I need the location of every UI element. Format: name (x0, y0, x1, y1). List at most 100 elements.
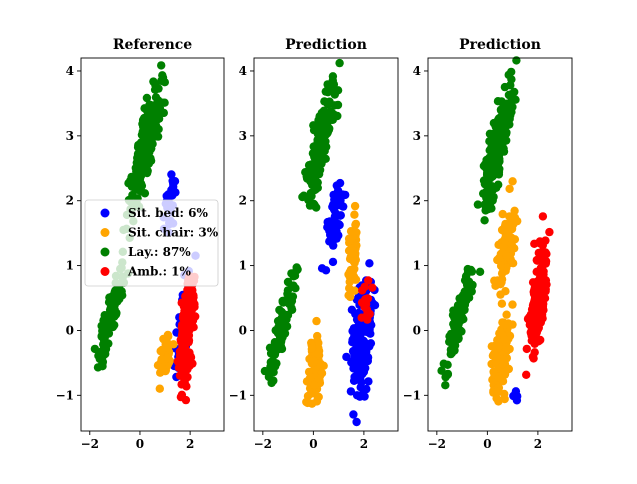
data-point (500, 82, 510, 92)
data-point (535, 273, 545, 283)
data-point (359, 367, 369, 377)
data-point (181, 353, 190, 362)
data-point (530, 239, 539, 248)
data-point (332, 218, 341, 228)
legend-box (84, 199, 219, 287)
chart-panel-1: Reference −2 0 2 −1 0 1 2 3 4 Sit. bed: 6% Sit. cha… (56, 37, 225, 451)
data-point (464, 277, 474, 286)
x-tick-label: −2 (254, 437, 272, 451)
x-tick-label: 2 (186, 437, 194, 451)
data-point (494, 397, 503, 406)
data-point (467, 267, 477, 276)
data-point (155, 384, 164, 393)
data-point (497, 145, 506, 155)
x-tick-label: −2 (428, 437, 446, 451)
y-tick-label: 1 (239, 259, 247, 273)
data-point (534, 282, 543, 291)
data-point (142, 93, 152, 103)
data-point (480, 216, 489, 225)
data-point (498, 113, 507, 122)
data-point (287, 269, 296, 278)
data-point (110, 293, 119, 302)
data-point (495, 253, 504, 263)
data-point (451, 310, 461, 319)
data-point (538, 212, 548, 221)
data-point (342, 352, 351, 362)
data-point (498, 360, 508, 369)
data-point (325, 99, 334, 108)
data-point (180, 378, 189, 387)
axes-frame (427, 57, 573, 432)
data-point (449, 338, 458, 347)
data-point (158, 98, 167, 107)
data-point (534, 248, 543, 258)
data-point (541, 287, 550, 296)
data-point (482, 170, 492, 180)
data-point (509, 243, 518, 253)
data-point (350, 201, 360, 211)
data-point (351, 220, 360, 230)
data-point (308, 358, 318, 367)
data-point (352, 228, 361, 237)
y-tick-label: 4 (66, 64, 74, 78)
chart-panel-2: Prediction −2 0 2 −1 0 1 2 3 4 (229, 37, 399, 451)
data-point (335, 178, 345, 188)
data-point (189, 293, 198, 302)
data-point (461, 296, 471, 305)
chart-title: Prediction (285, 37, 367, 53)
data-point (303, 398, 312, 408)
data-point (321, 87, 330, 96)
data-point (503, 320, 512, 329)
legend-marker (100, 208, 110, 218)
data-point (328, 257, 338, 267)
data-point (164, 190, 174, 200)
data-point (345, 277, 354, 287)
data-point (352, 417, 361, 427)
data-point (490, 129, 499, 138)
data-point (158, 363, 167, 372)
legend-marker (100, 228, 110, 237)
data-point (321, 108, 330, 117)
legend-label: Lay.: 87% (128, 245, 191, 259)
data-point (455, 294, 464, 303)
x-tick-label: 0 (483, 437, 491, 451)
data-point (487, 342, 496, 351)
data-point (368, 283, 377, 292)
scatter-points (437, 56, 554, 406)
data-point (441, 372, 450, 382)
data-point (310, 381, 319, 390)
data-point (289, 281, 298, 290)
data-point (365, 259, 374, 268)
data-point (114, 284, 124, 293)
data-point (496, 290, 505, 299)
data-point (328, 76, 337, 85)
x-tick-label: 0 (309, 437, 317, 451)
data-point (462, 288, 472, 297)
y-tick-label: 1 (413, 259, 421, 273)
data-point (498, 209, 507, 219)
x-tick-label: 2 (534, 437, 542, 451)
data-point (366, 339, 376, 348)
data-point (475, 267, 485, 276)
data-point (100, 334, 109, 343)
data-point (505, 221, 514, 230)
data-point (335, 58, 344, 68)
y-tick-label: 1 (66, 259, 74, 273)
data-point (533, 256, 542, 265)
data-point (277, 308, 287, 317)
scatter-points (260, 58, 380, 427)
data-point (175, 371, 185, 380)
data-point (351, 309, 360, 319)
y-tick-label: 3 (413, 129, 421, 143)
y-tick-label: 0 (239, 323, 247, 337)
data-point (370, 301, 380, 310)
data-point (493, 335, 502, 345)
data-point (360, 282, 369, 292)
data-point (487, 182, 496, 191)
data-point (272, 326, 281, 335)
data-point (141, 117, 151, 126)
data-point (151, 93, 161, 102)
data-point (443, 360, 452, 369)
data-point (510, 206, 519, 215)
